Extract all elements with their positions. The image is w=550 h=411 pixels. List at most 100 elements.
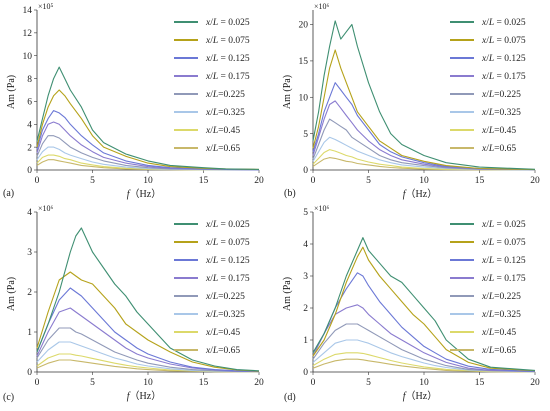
x-tick-label: 5 [90, 176, 95, 186]
y-tick-label: 1 [27, 328, 32, 338]
y-tick-label: 1 [303, 336, 308, 346]
legend-label: x/L = 0.075 [481, 36, 526, 46]
y-tick-label: 8 [27, 75, 32, 85]
series-line-4 [312, 100, 536, 171]
y-axis-title: Am (Pa) [6, 75, 17, 109]
y-tick-label: 5 [303, 208, 308, 218]
legend-label: x/L=0.45 [481, 126, 516, 136]
series-line-3 [36, 110, 260, 171]
legend-label: x/L = 0.075 [205, 238, 250, 248]
y-tick-label: 0 [27, 368, 32, 378]
panel-label: (c) [3, 392, 14, 403]
x-axis-title: f（Hz） [403, 390, 437, 402]
y-axis-title: Am (Pa) [6, 277, 17, 311]
legend-label: x/L = 0.025 [481, 220, 526, 230]
legend-label: x/L=0.45 [481, 328, 516, 338]
y-tick-label: 0 [27, 166, 32, 176]
x-tick-label: 0 [311, 378, 316, 388]
x-tick-label: 10 [143, 176, 153, 186]
series-line-5 [36, 327, 259, 373]
x-tick-label: 5 [366, 176, 371, 186]
x-tick-label: 0 [35, 378, 40, 388]
legend-label: x/L=0.325 [205, 108, 245, 118]
series-line-6 [312, 136, 536, 171]
legend-label: x/L = 0.075 [205, 36, 250, 46]
y-tick-label: 10 [299, 93, 309, 103]
x-axis-title: f（Hz） [127, 390, 161, 402]
legend-label: x/L = 0.025 [205, 220, 250, 230]
legend-label: x/L = 0.025 [205, 18, 250, 28]
x-tick-label: 0 [35, 176, 40, 186]
legend-label: x/L = 0.125 [481, 256, 526, 266]
series-line-8 [312, 358, 536, 373]
y-tick-label: 6 [27, 98, 32, 108]
legend-label: x/L = 0.075 [481, 238, 526, 248]
x-tick-label: 15 [199, 378, 209, 388]
panel-a: 0 5 10 15 20 0 2 4 6 8 10 12 14 ×10⁵ Am (Pa) f（Hz） x/L =… [3, 2, 264, 200]
panel-label: (a) [3, 188, 14, 199]
y-tick-label: 4 [303, 240, 308, 250]
exponent-label: ×10⁵ [38, 2, 54, 11]
series-line-1 [312, 20, 536, 170]
legend-label: x/L=0.225 [205, 90, 245, 100]
legend-label: x/L=0.325 [481, 310, 521, 320]
exponent-label: ×10⁶ [314, 2, 330, 11]
exponent-label: ×10⁶ [38, 204, 54, 213]
series-line-1 [312, 237, 536, 371]
legend-label: x/L=0.65 [481, 144, 516, 154]
y-tick-label: 3 [303, 272, 308, 282]
series-line-5 [312, 118, 536, 171]
x-tick-label: 20 [254, 176, 264, 186]
series-line-4 [36, 307, 260, 373]
legend-label: x/L=0.45 [205, 126, 240, 136]
series-line-2 [312, 49, 536, 171]
legend-label: x/L = 0.125 [481, 54, 526, 64]
y-tick-label: 15 [299, 57, 309, 67]
legend-label: x/L=0.65 [205, 346, 240, 356]
y-tick-label: 14 [23, 6, 33, 16]
y-tick-label: 2 [27, 143, 32, 153]
legend-label: x/L = 0.175 [481, 274, 526, 284]
y-tick-label: 3 [27, 248, 32, 258]
legend-label: x/L=0.325 [481, 108, 521, 118]
y-tick-label: 4 [27, 208, 32, 218]
legend-label: x/L=0.225 [205, 292, 245, 302]
legend-label: x/L = 0.125 [205, 256, 250, 266]
x-tick-label: 10 [143, 378, 153, 388]
y-tick-label: 2 [303, 304, 308, 314]
x-axis-title: f（Hz） [127, 188, 161, 200]
series-line-2 [36, 89, 260, 170]
series-line-2 [36, 271, 260, 372]
series-line-3 [36, 287, 260, 373]
y-axis-title: Am (Pa) [282, 75, 293, 109]
x-tick-label: 5 [90, 378, 95, 388]
x-tick-label: 0 [311, 176, 316, 186]
series-line-7 [312, 149, 536, 171]
legend-label: x/L=0.65 [205, 144, 240, 154]
x-tick-label: 15 [475, 176, 485, 186]
panel-label: (d) [284, 392, 296, 403]
legend-label: x/L = 0.175 [205, 72, 250, 82]
panel-d: 0 5 10 15 20 0 1 2 3 4 5 ×10⁶ Am (Pa) f（Hz） x/L = 0.02… [282, 204, 540, 403]
y-tick-label: 0 [303, 166, 308, 176]
series-line-3 [312, 82, 536, 171]
y-tick-label: 10 [23, 52, 33, 62]
legend-label: x/L=0.225 [481, 90, 521, 100]
x-tick-label: 5 [366, 378, 371, 388]
x-tick-label: 20 [530, 378, 540, 388]
legend-label: x/L = 0.125 [205, 54, 250, 64]
series-line-5 [312, 323, 536, 373]
y-tick-label: 4 [27, 120, 32, 130]
series-line-7 [312, 352, 536, 373]
legend-label: x/L = 0.025 [481, 18, 526, 28]
y-tick-label: 20 [299, 21, 309, 31]
legend-label: x/L=0.225 [481, 292, 521, 302]
panel-b: 0 5 10 15 20 0 5 10 15 20 ×10⁶ Am (Pa) f（Hz） x/L = 0.… [282, 2, 540, 200]
series-line-6 [312, 339, 536, 373]
legend-label: x/L = 0.175 [205, 274, 250, 284]
series-line-1 [36, 66, 260, 170]
panel-c: 0 5 10 15 20 0 1 2 3 4 ×10⁶ Am (Pa) f（Hz） x/L = 0.025… [3, 204, 264, 403]
x-tick-label: 15 [199, 176, 209, 186]
x-tick-label: 10 [419, 378, 429, 388]
y-tick-label: 5 [303, 130, 308, 140]
